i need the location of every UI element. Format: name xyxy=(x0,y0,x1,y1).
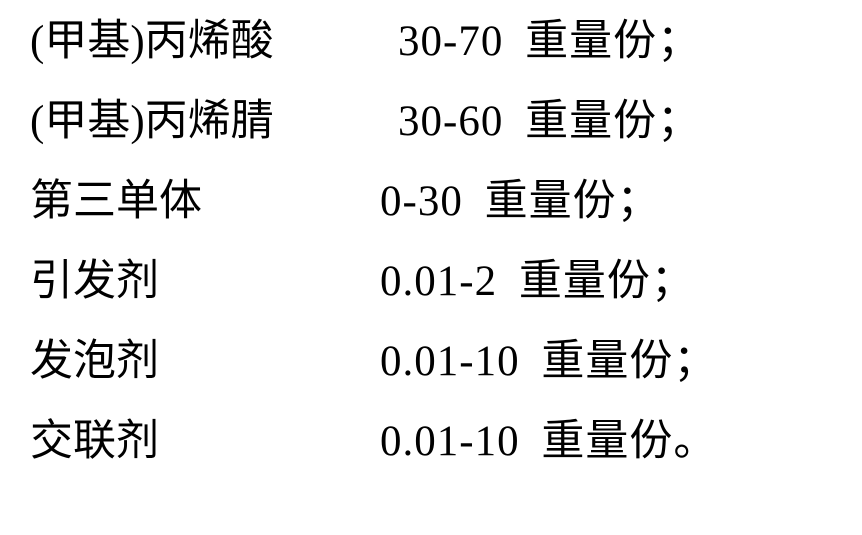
component-amount: 0.01-2 重量份； xyxy=(380,260,832,303)
table-row: 发泡剂 0.01-10 重量份； xyxy=(30,340,832,383)
amount-value: 0.01-10 xyxy=(380,420,520,463)
amount-value: 0.01-2 xyxy=(380,260,497,303)
amount-unit: 重量份； xyxy=(525,20,701,63)
component-amount: 0.01-10 重量份； xyxy=(380,340,832,383)
component-amount: 0-30 重量份； xyxy=(380,180,832,223)
component-name: 第三单体 xyxy=(30,180,380,223)
amount-unit: 重量份。 xyxy=(541,420,717,463)
table-row: 第三单体 0-30 重量份； xyxy=(30,180,832,223)
amount-value: 0-30 xyxy=(380,180,463,223)
table-row: (甲基)丙烯腈 30-60 重量份； xyxy=(30,100,832,143)
amount-value: 30-60 xyxy=(398,100,503,143)
component-amount: 30-60 重量份； xyxy=(380,100,832,143)
component-name: 交联剂 xyxy=(30,420,380,463)
amount-value: 30-70 xyxy=(398,20,503,63)
component-name: 发泡剂 xyxy=(30,340,380,383)
table-row: 引发剂 0.01-2 重量份； xyxy=(30,260,832,303)
composition-table: (甲基)丙烯酸 30-70 重量份； (甲基)丙烯腈 30-60 重量份； 第三… xyxy=(0,0,862,535)
amount-unit: 重量份； xyxy=(525,100,701,143)
component-name: 引发剂 xyxy=(30,260,380,303)
amount-unit: 重量份； xyxy=(485,180,661,223)
component-amount: 30-70 重量份； xyxy=(380,20,832,63)
table-row: (甲基)丙烯酸 30-70 重量份； xyxy=(30,20,832,63)
amount-unit: 重量份； xyxy=(519,260,695,303)
component-name: (甲基)丙烯酸 xyxy=(30,20,380,63)
component-name: (甲基)丙烯腈 xyxy=(30,100,380,143)
amount-value: 0.01-10 xyxy=(380,340,520,383)
amount-unit: 重量份； xyxy=(541,340,717,383)
component-amount: 0.01-10 重量份。 xyxy=(380,420,832,463)
table-row: 交联剂 0.01-10 重量份。 xyxy=(30,420,832,463)
